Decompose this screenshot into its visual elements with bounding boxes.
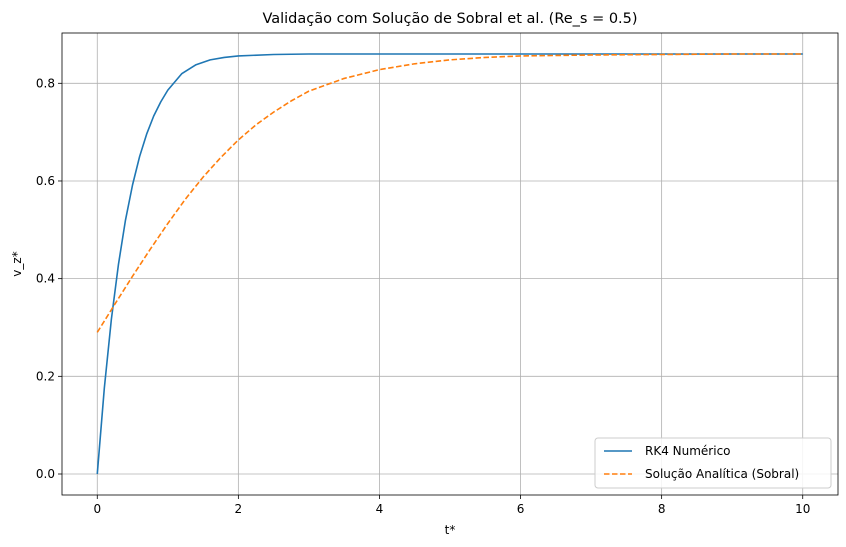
series-layer <box>96 53 803 475</box>
legend-box <box>594 437 832 489</box>
y-tick-label: 0.2 <box>36 369 55 383</box>
x-tick-label: 2 <box>235 502 243 516</box>
y-tick-label: 0.8 <box>36 76 55 90</box>
x-tick-label: 0 <box>93 502 101 516</box>
x-tick-label: 10 <box>795 502 810 516</box>
plot-frame <box>61 32 839 496</box>
legend-label-rk4: RK4 Numérico <box>645 444 731 458</box>
y-tick-label: 0.6 <box>36 174 55 188</box>
x-tick-label: 8 <box>658 502 666 516</box>
x-tick-label: 4 <box>376 502 384 516</box>
y-axis-label: v_z* <box>10 251 24 276</box>
legend: RK4 Numérico Solução Analítica (Sobral) <box>594 437 832 489</box>
plot-area <box>62 33 838 495</box>
y-tick-label: 0.4 <box>36 272 55 286</box>
y-tick-label: 0.0 <box>36 467 55 481</box>
ticks: 0 2 4 6 8 10 0.0 0.2 0.4 0.6 0.8 <box>36 76 810 516</box>
legend-label-analytic: Solução Analítica (Sobral) <box>645 467 799 481</box>
chart-title: Validação com Solução de Sobral et al. (… <box>262 11 637 27</box>
x-axis-label: t* <box>445 523 456 537</box>
series-line-rk4 <box>96 53 803 475</box>
series-line-analytic <box>96 53 803 333</box>
x-tick-label: 6 <box>517 502 525 516</box>
